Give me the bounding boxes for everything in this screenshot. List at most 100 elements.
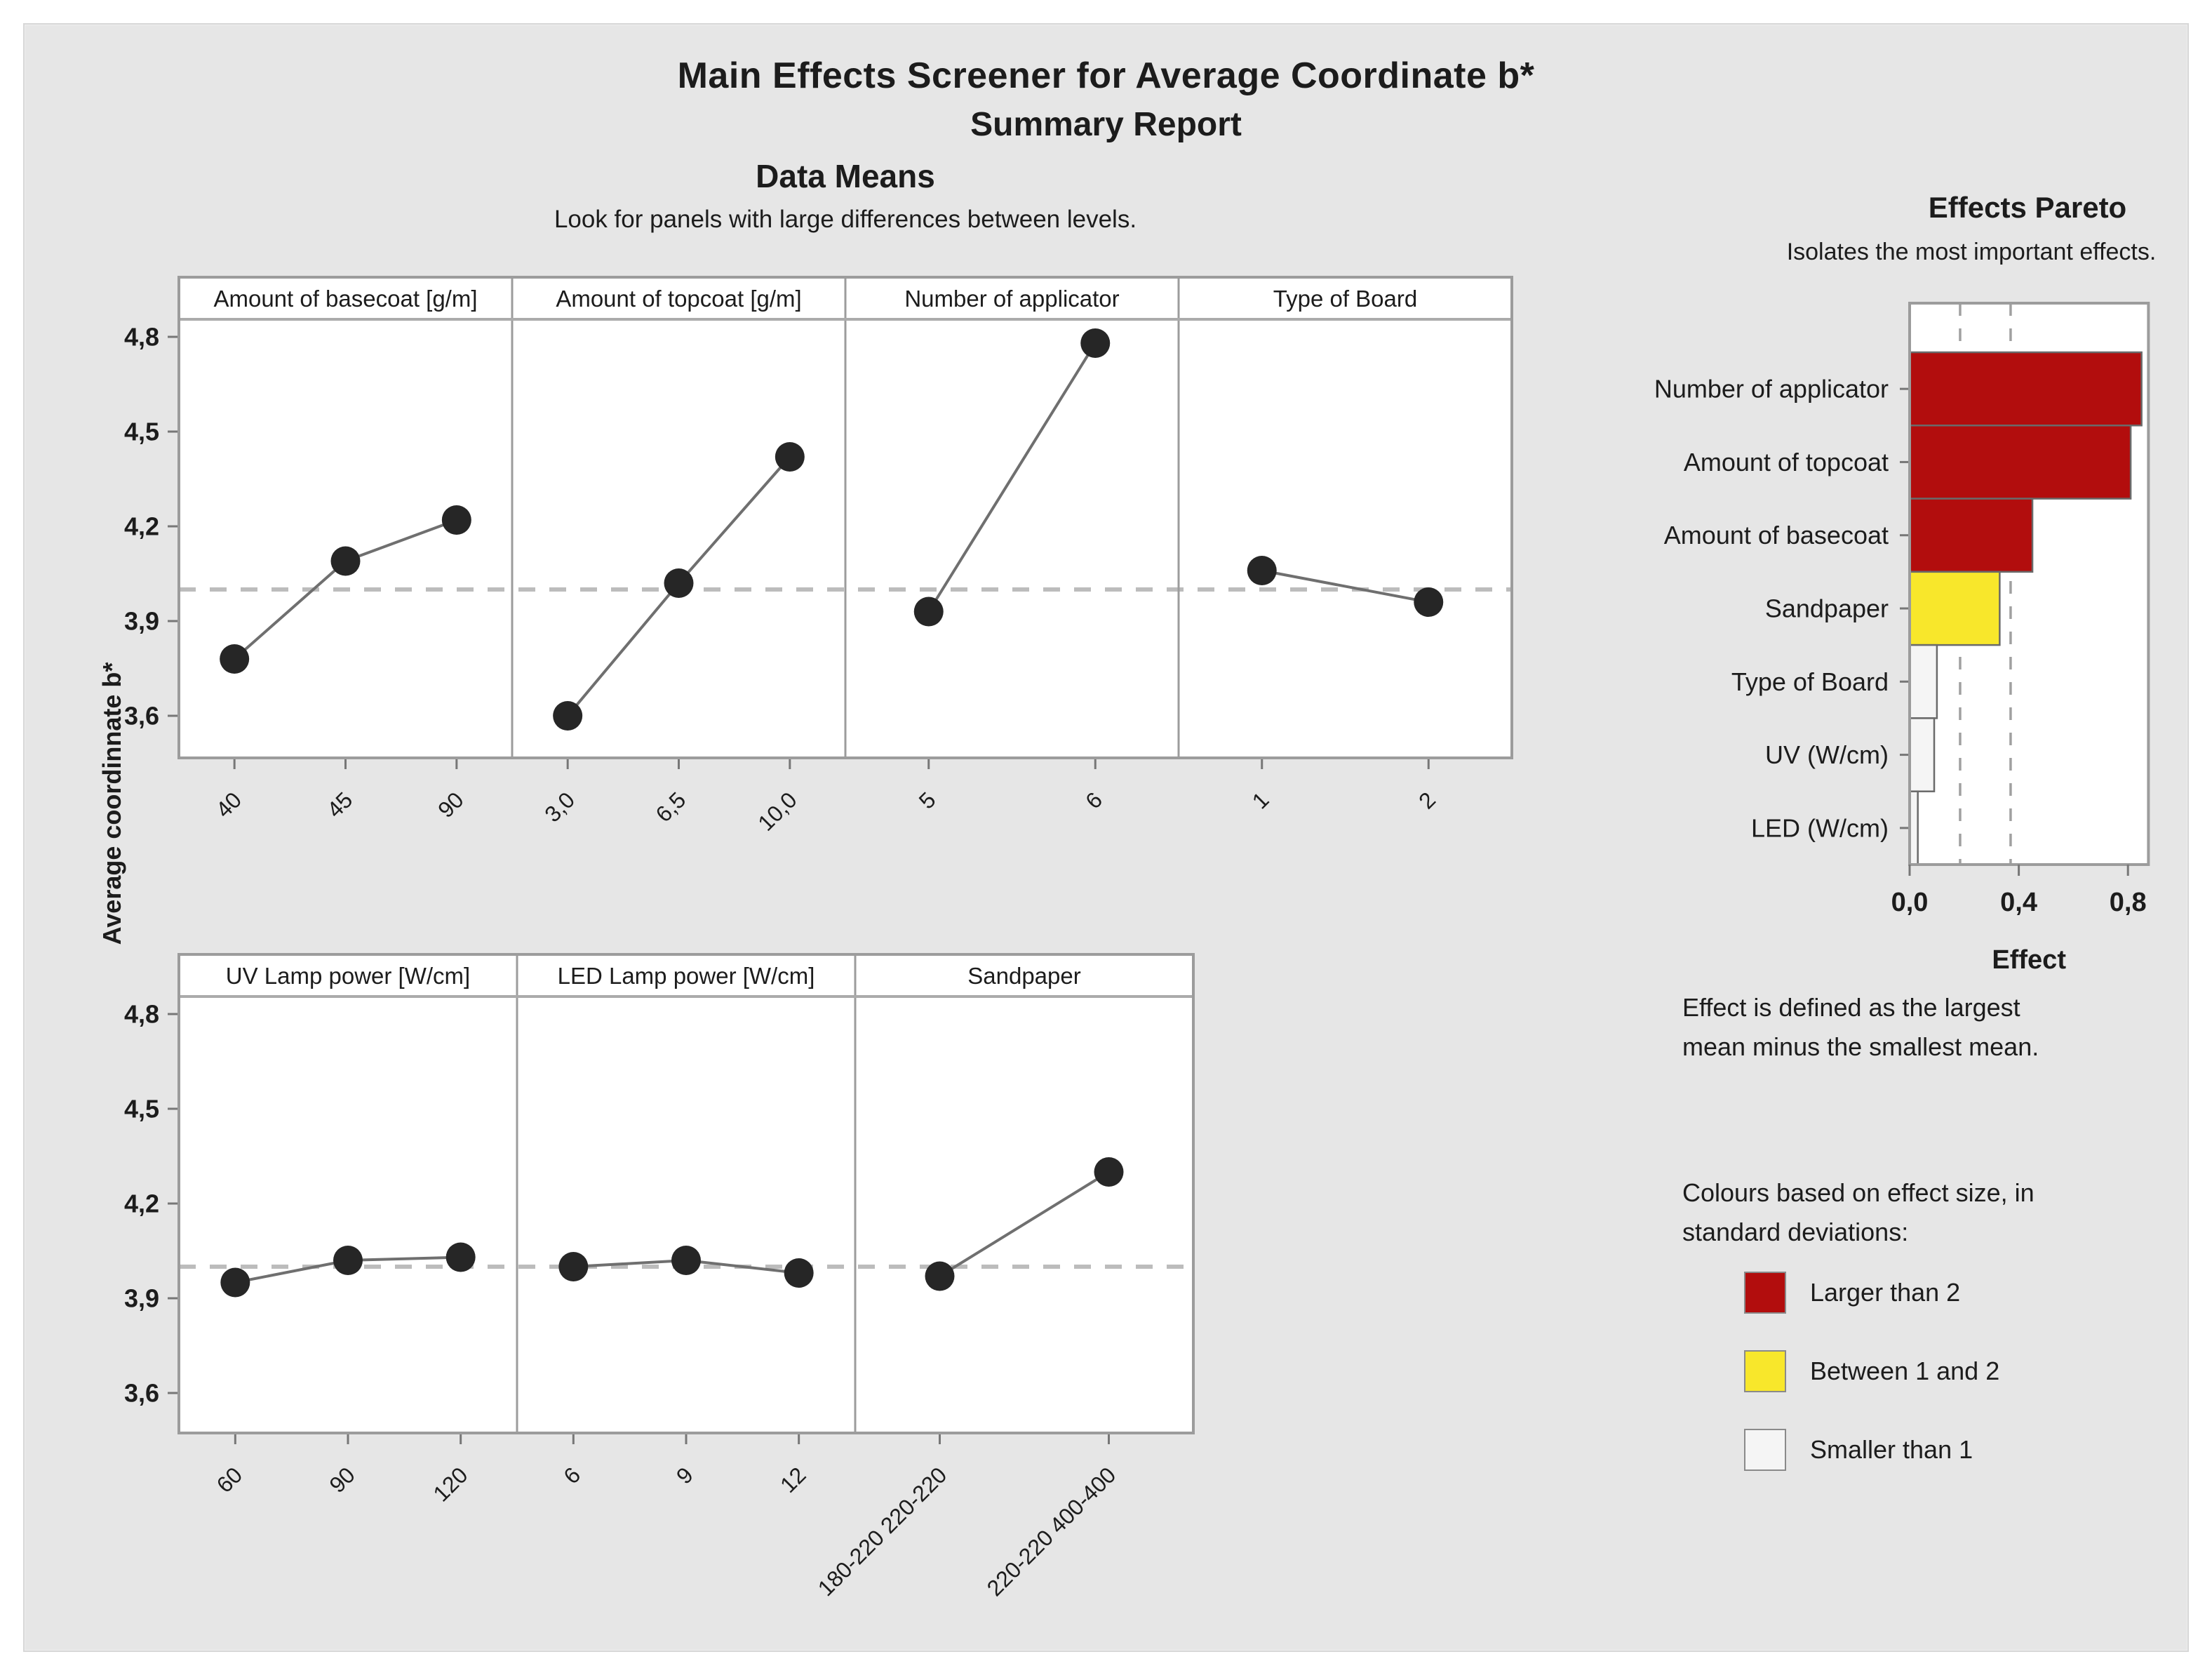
effects-pareto: Number of applicator Amount of topcoat Amo… (1654, 302, 2150, 975)
x-tick-label: 0,4 (2000, 888, 2037, 917)
legend-label: Between 1 and 2 (1810, 1356, 2000, 1385)
data-point (445, 1242, 476, 1272)
x-tick-label: 12 (775, 1462, 811, 1498)
data-means-heading: Data Means (756, 158, 935, 194)
data-point (925, 1261, 955, 1291)
pareto-frame (1908, 302, 2150, 866)
note-line: Effect is defined as the largest (1682, 993, 2020, 1022)
data-point (1414, 587, 1444, 617)
effect-size-legend: Colours based on effect size, in standar… (1682, 1173, 2201, 1507)
data-point (441, 505, 471, 535)
x-tick-label: 220-220 400-400 (982, 1462, 1121, 1601)
legend-label: Larger than 2 (1810, 1277, 1961, 1307)
panel-title: Amount of topcoat [g/m] (556, 286, 801, 312)
pareto-bar (1908, 571, 2001, 646)
legend-item-between-1-and-2: Between 1 and 2 (1744, 1349, 2201, 1392)
x-tick-label: 90 (324, 1462, 360, 1498)
y-tick-label: 4,8 (124, 323, 159, 352)
data-point (784, 1258, 814, 1288)
x-tick-label: 180-220 220-220 (813, 1462, 952, 1601)
x-tick-label: 6,5 (651, 787, 691, 827)
effect-definition-note: Effect is defined as the largest mean mi… (1682, 988, 2187, 1067)
x-tick-label: 90 (433, 787, 469, 822)
pareto-title: Effects Pareto (1928, 191, 2127, 224)
pareto-x-axis-label: Effect (1992, 945, 2066, 975)
pareto-subtitle: Isolates the most important effects. (1786, 239, 2157, 265)
yellow-swatch (1744, 1349, 1786, 1392)
data-point (664, 568, 694, 598)
y-tick-label: 4,2 (124, 1189, 159, 1218)
x-tick-label: 9 (671, 1462, 698, 1488)
data-point (1094, 1157, 1124, 1187)
x-tick-label: 120 (428, 1462, 472, 1506)
data-point (1080, 328, 1111, 358)
plot-background (179, 954, 1193, 1433)
main-effects-row: 4,8 4,5 4,2 3,9 3,6 UV Lamp power [W/cm] 60 90 1… (124, 953, 1195, 1601)
y-tick-label: 4,8 (124, 1000, 159, 1029)
x-tick-label: 6 (558, 1462, 585, 1488)
legend-item-larger-than-2: Larger than 2 (1744, 1271, 2201, 1314)
data-point (333, 1246, 363, 1275)
legend-item-smaller-than-1: Smaller than 1 (1744, 1428, 2201, 1471)
panel-title: Number of applicator (904, 286, 1119, 312)
note-line: mean minus the smallest mean. (1682, 1032, 2039, 1061)
data-point (671, 1246, 701, 1275)
pareto-bar (1908, 717, 1936, 792)
data-point (1247, 556, 1277, 585)
pareto-bar (1908, 425, 2132, 500)
main-effects-row: 4,8 4,5 4,2 3,9 3,6 Amount of basecoat [g/m] 4… (124, 276, 1513, 836)
category-label: UV (W/cm) (1765, 740, 1889, 769)
y-tick-label: 4,5 (124, 1095, 159, 1124)
white-swatch (1744, 1428, 1786, 1471)
category-label: Number of applicator (1654, 375, 1889, 404)
data-point (330, 546, 361, 576)
category-label: Sandpaper (1765, 594, 1889, 623)
y-tick-label: 3,6 (124, 1379, 159, 1408)
data-point (775, 442, 805, 472)
y-tick-label: 3,6 (124, 702, 159, 731)
y-tick-label: 3,9 (124, 1284, 159, 1313)
pareto-bar (1908, 498, 2034, 573)
category-label: Amount of basecoat (1664, 521, 1889, 549)
panel-title: Amount of basecoat [g/m] (213, 286, 477, 312)
category-label: Amount of topcoat (1684, 448, 1889, 476)
series-line (1261, 569, 1429, 604)
x-tick-label: 45 (322, 787, 358, 822)
x-tick-label: 6 (1080, 787, 1107, 813)
data-point (220, 644, 250, 674)
x-tick-label: 60 (212, 1462, 248, 1498)
pareto-bar (1908, 351, 2143, 427)
pareto-bar (1908, 644, 1938, 719)
panel-title: UV Lamp power [W/cm] (226, 963, 470, 989)
series-line (927, 342, 1097, 613)
x-tick-label: 1 (1247, 787, 1274, 813)
x-tick-label: 5 (914, 787, 941, 813)
x-tick-label: 40 (210, 787, 246, 822)
x-tick-label: 2 (1414, 787, 1440, 813)
x-tick-label: 3,0 (539, 787, 579, 827)
y-tick-label: 3,9 (124, 607, 159, 636)
panel-title: Sandpaper (967, 963, 1080, 989)
panels-hint-text: Look for panels with large differences b… (554, 206, 1137, 233)
x-tick-label: 0,8 (2110, 888, 2147, 917)
plot-frame (177, 276, 1513, 759)
x-tick-label: 10,0 (753, 787, 801, 835)
panel-title: Type of Board (1273, 286, 1417, 312)
report-title: Main Effects Screener for Average Coordi… (677, 55, 1535, 96)
legend-label: Smaller than 1 (1810, 1434, 1973, 1464)
plot-frame (177, 953, 1195, 1434)
data-point (553, 701, 583, 731)
legend-intro-line: Colours based on effect size, in (1682, 1178, 2035, 1207)
data-point (558, 1252, 589, 1281)
legend-intro-line: standard deviations: (1682, 1217, 1909, 1246)
red-swatch (1744, 1271, 1786, 1314)
y-tick-label: 4,5 (124, 418, 159, 446)
y-tick-label: 4,2 (124, 512, 159, 541)
report-subtitle: Summary Report (970, 106, 1242, 143)
series-line (939, 1171, 1110, 1278)
data-point (220, 1267, 250, 1298)
data-point (913, 596, 944, 627)
x-tick-label: 0,0 (1891, 888, 1929, 917)
